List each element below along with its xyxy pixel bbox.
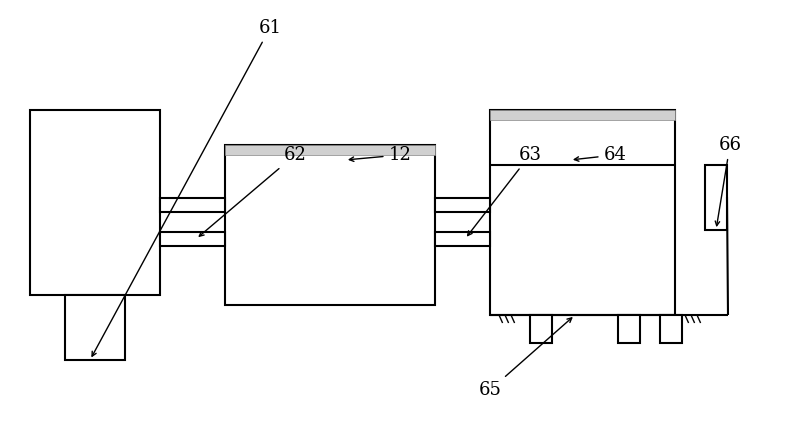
Text: 65: 65 xyxy=(478,318,572,399)
Bar xyxy=(225,145,435,155)
Bar xyxy=(530,315,552,343)
Bar xyxy=(30,110,160,295)
Bar xyxy=(490,110,675,120)
Bar xyxy=(618,315,640,343)
Bar xyxy=(435,232,490,246)
Bar xyxy=(705,165,727,230)
Bar xyxy=(490,110,675,315)
Bar xyxy=(160,198,225,212)
Text: 62: 62 xyxy=(199,146,306,236)
Text: 66: 66 xyxy=(715,136,742,226)
Text: 64: 64 xyxy=(574,146,626,164)
Text: 12: 12 xyxy=(350,146,411,164)
Text: 61: 61 xyxy=(92,19,282,356)
Bar xyxy=(225,145,435,305)
Text: 63: 63 xyxy=(468,146,542,235)
Bar xyxy=(660,315,682,343)
Bar xyxy=(160,232,225,246)
Bar xyxy=(435,198,490,212)
Bar xyxy=(65,295,125,360)
